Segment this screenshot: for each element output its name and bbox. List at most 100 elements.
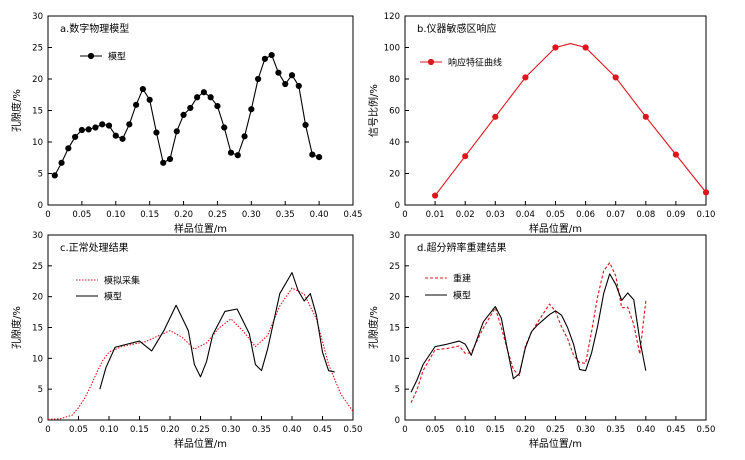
y-axis-label: 孔隙度/% — [10, 89, 23, 132]
y-tick-label: 20 — [389, 170, 400, 180]
chart-panel-1: 0 0.05 0.10 0.15 0.20 0.25 0.30 0.35 0.40 0.45 0 5 1… — [10, 12, 362, 235]
legend-label: 模型 — [108, 52, 126, 63]
y-tick-label: 30 — [32, 231, 43, 241]
x-tick-label: 0.04 — [516, 210, 535, 220]
y-tick-label: 10 — [389, 354, 400, 364]
data-point — [672, 151, 680, 158]
series-line-2 — [410, 273, 647, 393]
panel-title: b.仪器敏感区响应 — [417, 22, 497, 35]
y-tick-label: 5 — [38, 385, 43, 395]
x-tick-label: 0.25 — [191, 425, 210, 435]
y-tick-label: 10 — [32, 138, 43, 148]
x-tick-label: 0.07 — [606, 210, 625, 220]
data-point — [92, 124, 99, 131]
data-point — [85, 126, 92, 133]
data-point — [241, 133, 248, 140]
chart-panel-2: 0 0.01 0.02 0.03 0.04 0.05 0.06 0.07 0.08 0.09 0.1… — [367, 12, 715, 235]
x-axis-label: 样品位置/m — [529, 222, 582, 235]
x-tick-label: 0.05 — [72, 210, 91, 220]
y-tick-label: 0 — [395, 416, 400, 426]
y-tick-label: 10 — [32, 354, 43, 364]
x-tick-label: 0.45 — [313, 425, 332, 435]
data-point — [316, 154, 323, 161]
x-tick-label: 0.02 — [456, 210, 475, 220]
y-tick-label: 5 — [395, 385, 400, 395]
data-point — [642, 113, 649, 120]
data-point — [275, 69, 282, 76]
y-tick-label: 0 — [38, 416, 43, 426]
x-tick-label: 0.20 — [174, 210, 193, 220]
data-point — [288, 72, 296, 79]
x-tick-label: 0.35 — [276, 210, 295, 220]
series-line-1 — [54, 54, 320, 176]
plot-frame — [404, 234, 707, 421]
x-tick-label: 0.40 — [283, 425, 302, 435]
x-tick-label: 0 — [402, 210, 407, 220]
data-point — [105, 122, 113, 129]
data-point — [112, 132, 119, 139]
data-point — [187, 104, 194, 112]
data-point — [432, 192, 439, 199]
y-tick-label: 0 — [38, 201, 43, 211]
x-axis-label: 样品位置/m — [529, 437, 582, 450]
x-tick-label: 0.05 — [426, 425, 445, 435]
x-tick-label: 0.10 — [106, 210, 125, 220]
data-point — [119, 135, 126, 142]
y-tick-label: 25 — [32, 44, 43, 54]
x-tick-label: 0.30 — [242, 210, 261, 220]
x-tick-label: 0.40 — [310, 210, 329, 220]
y-tick-label: 5 — [38, 170, 43, 180]
data-point — [552, 44, 559, 51]
x-tick-label: 0.09 — [666, 210, 685, 220]
x-tick-label: 0.30 — [576, 425, 595, 435]
data-point — [166, 155, 174, 163]
plot-frame — [47, 234, 354, 421]
y-tick-label: 60 — [389, 107, 400, 117]
y-tick-label: 20 — [32, 293, 43, 303]
x-tick-label: 0.45 — [666, 425, 685, 435]
data-point — [133, 101, 140, 108]
y-tick-label: 40 — [389, 138, 400, 148]
legend-label: 模型 — [453, 291, 471, 302]
y-tick-label: 120 — [384, 12, 400, 22]
data-point — [78, 126, 85, 134]
panel-title: c.正常处理结果 — [60, 241, 129, 254]
data-point — [200, 89, 207, 96]
y-axis-label: 信号比例/% — [367, 84, 380, 137]
x-tick-label: 0.20 — [161, 425, 180, 435]
x-tick-label: 0.40 — [636, 425, 655, 435]
x-tick-label: 0.10 — [456, 425, 475, 435]
x-tick-label: 0.03 — [486, 210, 505, 220]
y-tick-label: 0 — [395, 201, 400, 211]
data-point — [214, 102, 221, 110]
x-tick-label: 0.15 — [130, 425, 149, 435]
x-tick-label: 0.10 — [100, 425, 119, 435]
y-tick-label: 15 — [32, 107, 43, 117]
series-line-2 — [99, 272, 335, 390]
x-tick-label: 0.06 — [576, 210, 595, 220]
data-point — [207, 94, 214, 101]
data-point — [268, 51, 275, 59]
data-point — [582, 44, 589, 51]
y-tick-label: 30 — [389, 231, 400, 241]
x-tick-label: 0 — [45, 210, 50, 220]
data-point — [65, 145, 72, 152]
x-tick-label: 0.35 — [606, 425, 625, 435]
data-point — [146, 96, 153, 103]
y-axis-label: 孔隙度/% — [367, 306, 380, 349]
x-axis-label: 样品位置/m — [174, 222, 227, 235]
data-point — [255, 75, 262, 83]
data-point — [227, 149, 235, 156]
data-point — [139, 85, 146, 93]
data-point — [462, 153, 469, 160]
plot-frame — [47, 15, 354, 206]
chart-panel-3: 0 0.05 0.10 0.15 0.20 0.25 0.30 0.35 0.40 0.45 0.5… — [10, 231, 362, 450]
data-point — [702, 189, 710, 196]
data-point — [295, 82, 302, 90]
legend-label: 响应特征曲线 — [448, 57, 502, 69]
y-tick-label: 30 — [32, 12, 43, 22]
data-point — [248, 106, 255, 113]
x-tick-label: 0 — [402, 425, 407, 435]
data-point — [612, 74, 619, 81]
